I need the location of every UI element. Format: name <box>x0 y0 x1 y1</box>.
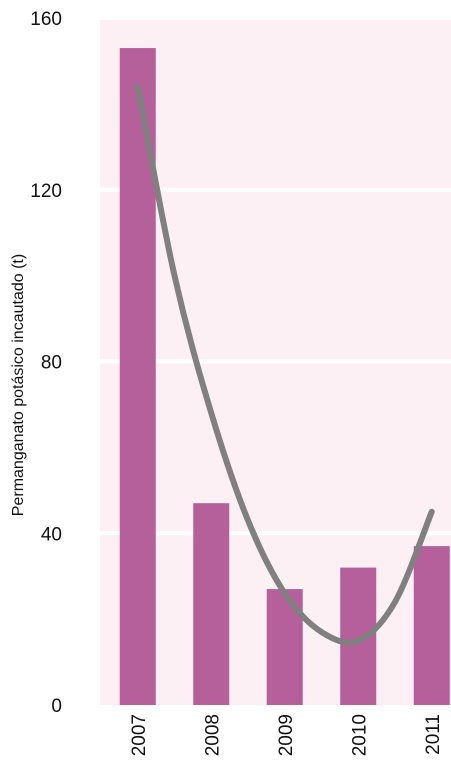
y-axis-ticks: 0 40 80 120 160 <box>30 9 62 717</box>
y-tick-label-0: 0 <box>51 696 62 717</box>
x-tick-label-2009: 2009 <box>276 714 297 756</box>
x-tick-label-2010: 2010 <box>349 714 370 756</box>
y-tick-label-120: 120 <box>30 181 62 202</box>
bar-2008 <box>193 503 230 705</box>
y-axis-title: Permanganato potásico incautado (t) <box>10 254 27 516</box>
x-tick-label-2007: 2007 <box>129 714 150 756</box>
y-tick-label-160: 160 <box>30 9 62 30</box>
x-axis-ticks: 2007 2008 2009 2010 2011 <box>129 714 444 756</box>
x-tick-label-2008: 2008 <box>202 714 223 756</box>
x-tick-label-2011: 2011 <box>423 714 444 755</box>
trend-line <box>134 83 435 646</box>
bar-2011 <box>413 546 450 705</box>
bars <box>119 48 450 705</box>
y-tick-label-80: 80 <box>41 353 62 374</box>
y-tick-label-40: 40 <box>41 524 62 545</box>
